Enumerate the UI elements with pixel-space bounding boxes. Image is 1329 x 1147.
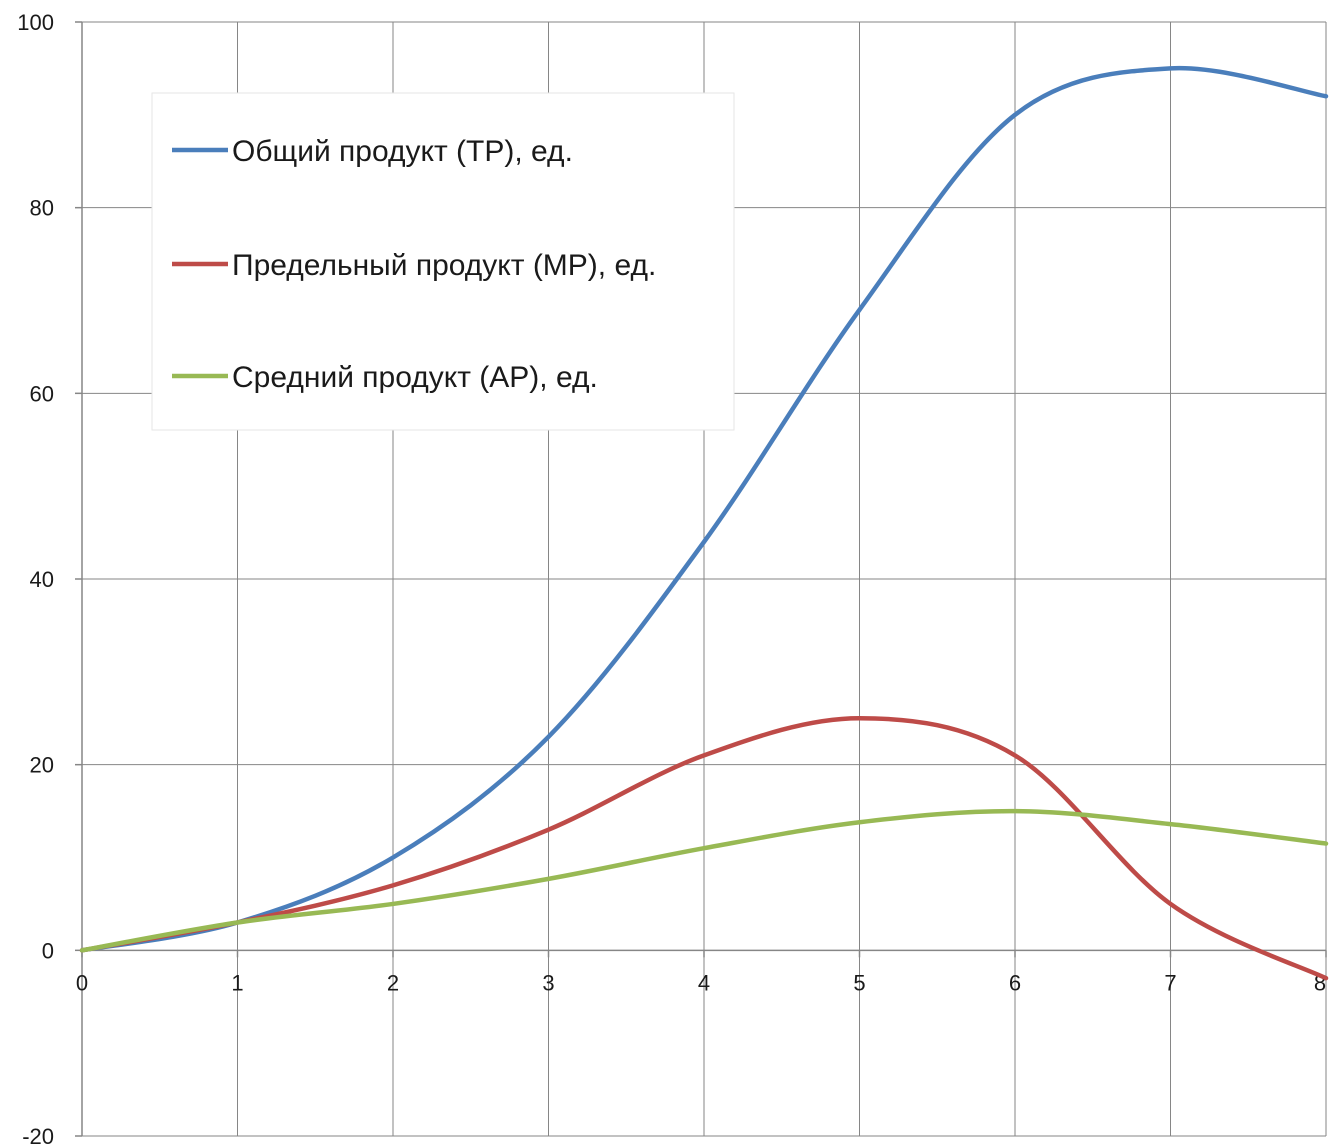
y-tick-label: 0 [42,938,54,963]
legend-label: Предельный продукт (MP), ед. [232,249,656,282]
y-tick-label: -20 [22,1124,54,1147]
y-tick-label: 40 [30,567,54,592]
legend-label: Средний продукт (AP), ед. [232,361,598,394]
y-tick-label: 80 [30,196,54,221]
legend-label: Общий продукт (TP), ед. [232,135,573,168]
x-tick-label: 1 [231,970,243,995]
legend: Общий продукт (TP), ед. Предельный продук… [151,92,735,431]
series-lines [79,65,1329,981]
x-tick-label: 2 [387,970,399,995]
y-tick-label: 60 [30,381,54,406]
series-line-2 [79,716,1329,981]
y-tick-label: 100 [17,10,54,35]
x-tick-label: 5 [853,970,865,995]
x-tick-label: 6 [1009,970,1021,995]
x-tick-label: 4 [698,970,710,995]
x-tick-label: 7 [1164,970,1176,995]
series-line-1 [79,65,1329,953]
legend-box [151,92,735,431]
series-line-3 [79,808,1329,953]
x-tick-label: 3 [542,970,554,995]
x-tick-label: 0 [76,970,88,995]
y-tick-labels: -20 0 20 40 60 80 100 [17,10,54,1147]
y-tick-label: 20 [30,753,54,778]
